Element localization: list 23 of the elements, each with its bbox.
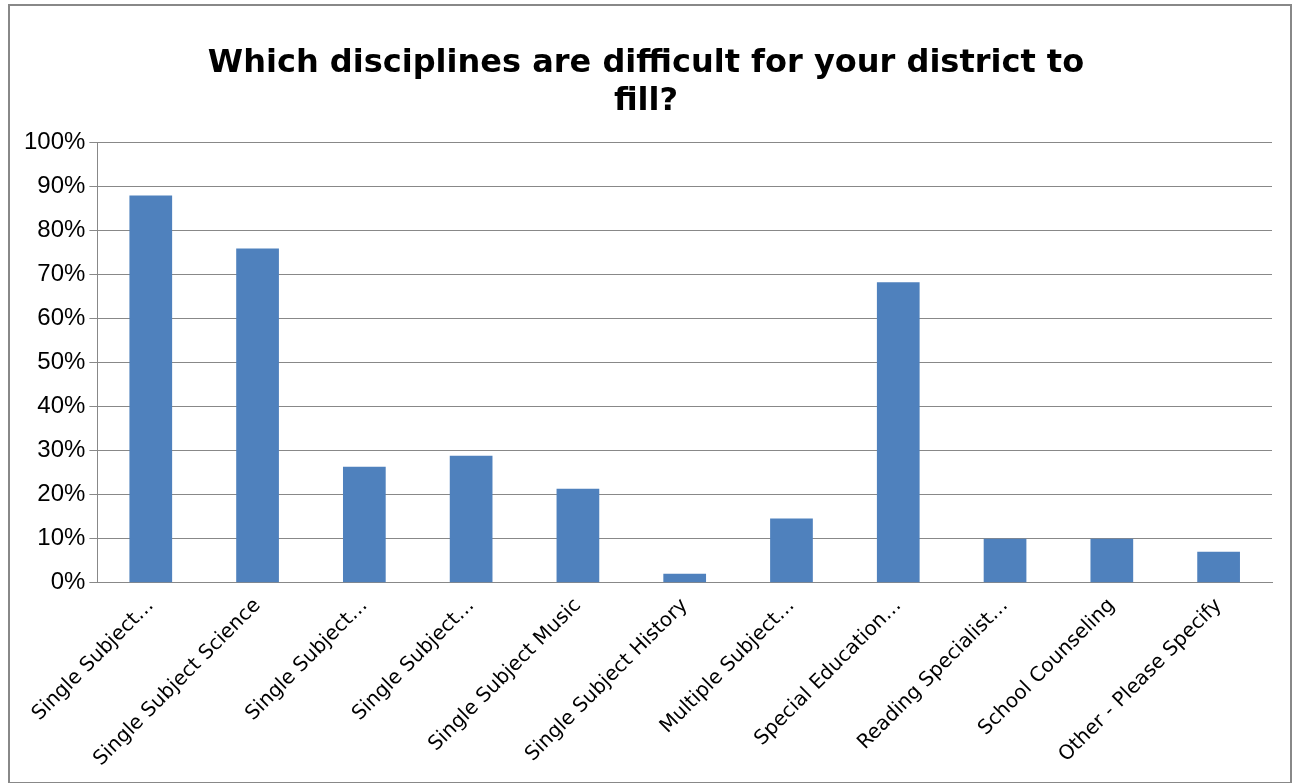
bar xyxy=(129,195,173,583)
bar xyxy=(449,455,493,583)
bar xyxy=(342,466,386,583)
y-tick-label: 100% xyxy=(23,127,86,155)
y-tick-label: 90% xyxy=(37,171,86,199)
y-tick-label: 30% xyxy=(37,435,86,463)
chart-title: Which disciplines are difficult for your district to fill? xyxy=(207,41,1085,118)
bar xyxy=(663,573,707,583)
bar xyxy=(1197,551,1240,583)
bar xyxy=(236,248,279,583)
y-tick-label: 0% xyxy=(50,567,86,595)
y-tick-label: 20% xyxy=(37,479,86,507)
y-tick-label: 10% xyxy=(37,523,86,551)
bar xyxy=(770,518,813,583)
y-tick-label: 50% xyxy=(37,347,86,375)
bar xyxy=(876,282,920,583)
bar xyxy=(1090,538,1134,583)
y-tick-label: 70% xyxy=(37,259,86,287)
y-tick-label: 60% xyxy=(37,303,86,331)
bar xyxy=(983,538,1027,583)
bar xyxy=(556,488,600,583)
y-tick-label: 40% xyxy=(37,391,86,419)
y-tick-label: 80% xyxy=(37,215,86,243)
